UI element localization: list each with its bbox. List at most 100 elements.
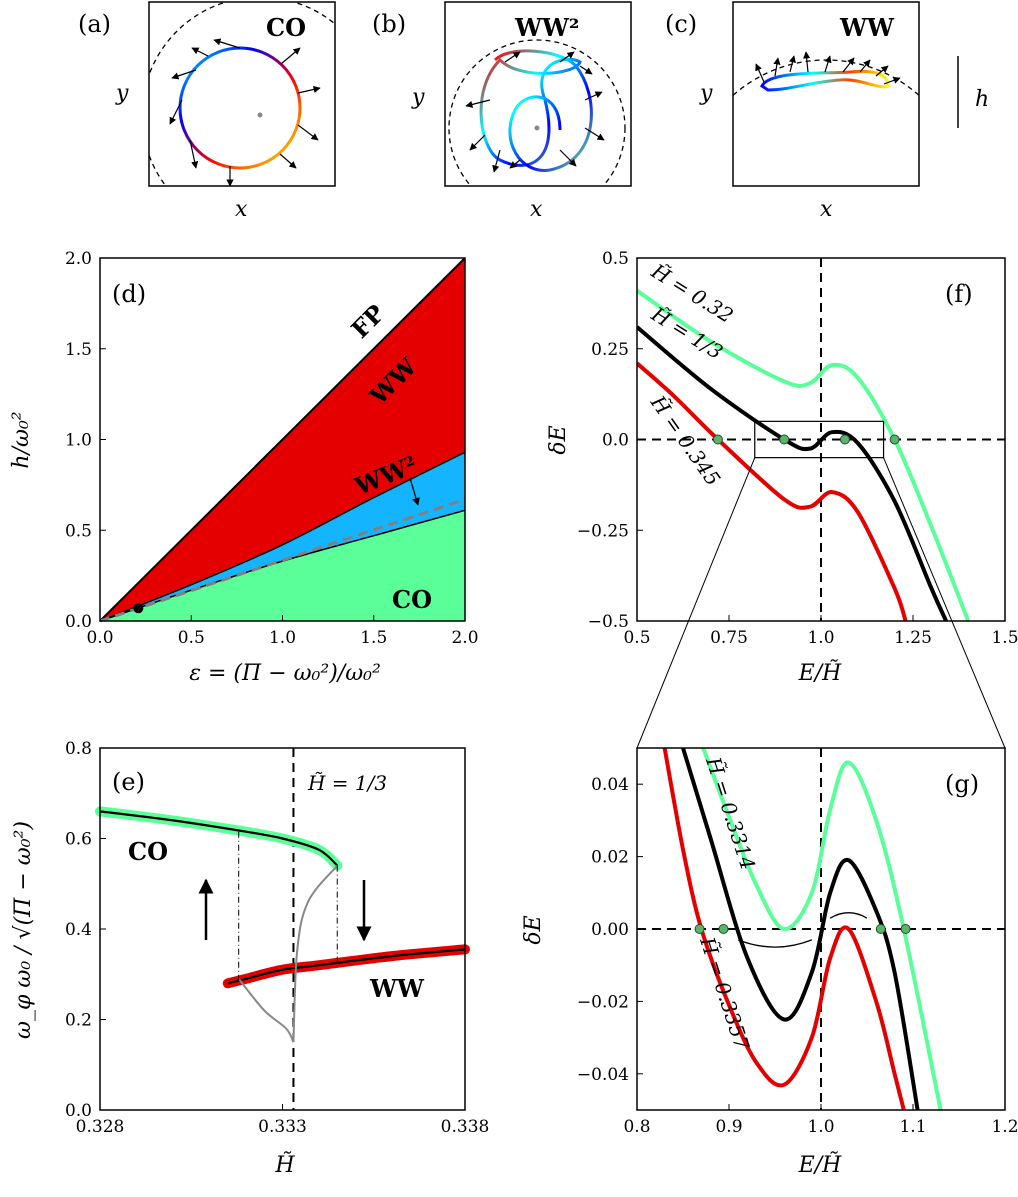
panel-f-ytick-label: −0.5 xyxy=(588,612,629,632)
panel-c-orbit xyxy=(760,69,890,92)
root-marker-2 xyxy=(839,434,850,445)
series-ww-band xyxy=(222,944,470,989)
panel-c-ylabel: y xyxy=(699,81,713,106)
panel-d-xtick-label: 2.0 xyxy=(451,628,478,648)
panel-b-title: WW² xyxy=(514,13,579,42)
series-label-ww: WW xyxy=(369,974,425,1003)
panel-g-xtick-label: 1.0 xyxy=(807,1117,834,1137)
series-curve-0 xyxy=(701,748,943,1110)
panel-a-center-dot xyxy=(257,112,263,118)
series-curve-2 xyxy=(637,361,908,621)
series-curve-1 xyxy=(637,325,948,621)
panel-f-xtick-label: 1.0 xyxy=(807,628,834,648)
panel-f-xtick-label: 1.5 xyxy=(991,628,1018,648)
curve-label-03314: H̃ = 0.3314 xyxy=(701,753,760,873)
root-marker-1 xyxy=(779,434,790,445)
zoom-box xyxy=(754,420,885,459)
marker-point xyxy=(133,603,144,614)
panel-e-xtick-label: 0.328 xyxy=(76,1117,125,1137)
panel-f-xtick-label: 1.25 xyxy=(894,628,932,648)
boundary-fp xyxy=(99,257,466,622)
zoom-connector-left xyxy=(636,457,756,749)
root-marker-3 xyxy=(889,434,900,445)
panel-g-ytick-label: 0.00 xyxy=(591,920,629,940)
scale-bar-label: h xyxy=(975,87,989,112)
panel-e-xlabel: H̃ xyxy=(274,1152,295,1178)
panel-e-ytick-label: 0.0 xyxy=(65,1101,92,1121)
panel-b-orbit-2 xyxy=(493,49,593,172)
panel-g-xlabel: E/H̃ xyxy=(798,1152,842,1178)
panel-f-ytick-label: −0.25 xyxy=(577,521,629,541)
panel-g: 0.8 0.9 1.0 1.1 1.2 0.04 0.02 0.00 −0.02 −0.04 (g)… xyxy=(521,747,1018,1178)
panel-d-xlabel: ε = (Π − ω₀²)/ω₀² xyxy=(189,661,381,686)
panel-d-xtick-label: 0.0 xyxy=(86,628,113,648)
panel-f-label: (f) xyxy=(945,280,973,308)
panel-e-frame xyxy=(99,747,466,1111)
panel-d-xtick-label: 0.5 xyxy=(178,628,205,648)
panel-g-ytick-label: 0.04 xyxy=(591,775,629,795)
panel-g-xtick-label: 1.1 xyxy=(899,1117,926,1137)
panel-g-ytick-label: −0.02 xyxy=(577,992,629,1012)
panel-e-ytick-label: 0.8 xyxy=(65,739,92,759)
panel-f-ytick-label: 0.25 xyxy=(591,340,629,360)
panel-e-ytick-label: 0.2 xyxy=(65,1011,92,1031)
root-marker-3 xyxy=(900,924,911,934)
panel-e-xtick-label: 0.333 xyxy=(258,1117,307,1137)
panel-b-dashed-circle xyxy=(448,39,626,186)
panel-e-ytick-label: 0.4 xyxy=(65,920,92,940)
panel-a-frame xyxy=(148,1,336,187)
region-label-co: CO xyxy=(392,585,432,614)
panel-a-arrows xyxy=(169,38,321,186)
panel-a-label: (a) xyxy=(78,10,111,38)
panel-f-xtick-label: 0.5 xyxy=(623,628,650,648)
bracket-left xyxy=(737,939,813,948)
panel-d-label: (d) xyxy=(112,280,146,308)
panel-f-curves xyxy=(637,289,971,621)
panel-d-ytick-label: 1.0 xyxy=(65,431,92,451)
panel-b-xlabel: x xyxy=(530,197,543,222)
panel-d: 0.0 0.5 1.0 1.5 2.00.00.51.01.52.0(d)FPWWWW²… xyxy=(9,249,479,686)
series-curve-2 xyxy=(662,748,906,1110)
panel-a: (a) CO y x xyxy=(78,1,336,222)
panel-g-xtick-label: 0.9 xyxy=(715,1117,742,1137)
panel-g-ytick-label: −0.04 xyxy=(577,1065,629,1085)
unstable-branch-upper xyxy=(292,864,339,1043)
panel-f-ytick-label: 0.0 xyxy=(602,431,629,451)
panel-d-xtick-label: 1.0 xyxy=(269,628,296,648)
dashed-line xyxy=(99,497,466,623)
panel-c-frame xyxy=(732,1,920,187)
panel-b-ylabel: y xyxy=(411,85,425,110)
panel-g-ylabel: δE xyxy=(521,915,546,944)
series-curve-0 xyxy=(637,289,971,621)
panel-c-xlabel: x xyxy=(820,197,833,222)
panel-b-center-dot xyxy=(534,125,540,131)
series-co-line xyxy=(99,810,339,867)
root-marker-0 xyxy=(694,924,705,934)
panel-c-title: WW xyxy=(839,13,895,42)
panel-a-xlabel: x xyxy=(235,197,248,222)
panel-b-frame xyxy=(444,1,632,187)
panel-g-xtick-label: 1.2 xyxy=(991,1117,1018,1137)
zoom-connector-right xyxy=(883,457,1006,749)
region-label-fp: FP xyxy=(345,299,390,344)
panel-a-ylabel: y xyxy=(115,81,129,106)
panel-b: (b) WW² y x xyxy=(372,1,632,222)
panel-d-xtick-label: 1.5 xyxy=(360,628,387,648)
panel-g-label: (g) xyxy=(945,770,979,798)
panel-b-label: (b) xyxy=(372,10,406,38)
panel-e-xtick-label: 0.338 xyxy=(441,1117,490,1137)
panel-d-ytick-label: 0.5 xyxy=(65,521,92,541)
ww2-pointer-arrow xyxy=(409,477,420,506)
panel-b-orbit xyxy=(479,57,582,167)
panel-f-xlabel: E/H̃ xyxy=(798,660,842,686)
panel-a-orbit xyxy=(178,46,302,170)
panel-e-ytick-label: 0.6 xyxy=(65,830,92,850)
root-marker-0 xyxy=(712,434,723,445)
panel-e-label: (e) xyxy=(112,768,145,796)
series-curve-1 xyxy=(681,748,920,1110)
panel-g-ytick-label: 0.02 xyxy=(591,848,629,868)
vline-label: H̃ = 1/3 xyxy=(307,771,387,795)
panel-d-ytick-label: 2.0 xyxy=(65,249,92,269)
unstable-branch-lower xyxy=(237,978,295,1043)
